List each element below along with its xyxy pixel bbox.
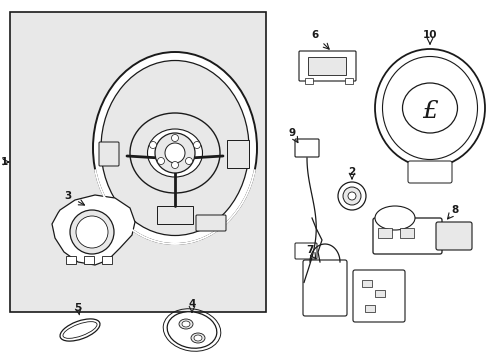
Ellipse shape <box>382 57 476 159</box>
Ellipse shape <box>374 49 484 167</box>
FancyBboxPatch shape <box>294 139 318 157</box>
FancyBboxPatch shape <box>298 51 355 81</box>
Circle shape <box>70 210 114 254</box>
Ellipse shape <box>167 312 216 348</box>
Ellipse shape <box>374 206 414 230</box>
Bar <box>226 140 248 168</box>
Text: 5: 5 <box>74 303 81 313</box>
FancyBboxPatch shape <box>294 243 316 259</box>
Ellipse shape <box>402 83 457 133</box>
Circle shape <box>171 135 178 141</box>
Text: 8: 8 <box>450 205 458 215</box>
Ellipse shape <box>182 321 190 327</box>
Bar <box>84 256 94 264</box>
Bar <box>10 12 265 312</box>
Text: 1: 1 <box>0 157 8 167</box>
Bar <box>374 290 384 297</box>
Bar <box>307 57 346 75</box>
Text: 7: 7 <box>305 245 313 255</box>
Circle shape <box>171 162 178 168</box>
Circle shape <box>185 158 192 165</box>
Ellipse shape <box>101 60 248 235</box>
Circle shape <box>76 216 108 248</box>
Bar <box>66 256 76 264</box>
FancyBboxPatch shape <box>99 142 119 166</box>
Circle shape <box>347 192 355 200</box>
Ellipse shape <box>130 113 220 193</box>
FancyBboxPatch shape <box>372 218 441 254</box>
FancyBboxPatch shape <box>196 215 225 231</box>
Ellipse shape <box>60 319 100 341</box>
Bar <box>345 78 352 84</box>
Text: 2: 2 <box>347 167 355 177</box>
Ellipse shape <box>179 319 193 329</box>
Circle shape <box>337 182 365 210</box>
Ellipse shape <box>194 335 202 341</box>
Polygon shape <box>52 195 135 265</box>
FancyBboxPatch shape <box>303 260 346 316</box>
FancyBboxPatch shape <box>407 161 451 183</box>
Text: £: £ <box>421 100 437 123</box>
Circle shape <box>193 141 200 148</box>
Bar <box>305 78 312 84</box>
Text: 6: 6 <box>311 30 318 40</box>
Text: 9: 9 <box>288 128 295 138</box>
Circle shape <box>342 187 360 205</box>
Text: 3: 3 <box>64 191 71 201</box>
Ellipse shape <box>93 52 257 244</box>
Text: 10: 10 <box>422 30 436 40</box>
Ellipse shape <box>63 321 97 338</box>
FancyBboxPatch shape <box>352 270 404 322</box>
Bar <box>399 228 413 238</box>
Circle shape <box>155 133 195 173</box>
Text: 4: 4 <box>188 299 195 309</box>
Circle shape <box>164 143 184 163</box>
Bar <box>102 256 112 264</box>
Bar <box>364 305 374 312</box>
Bar <box>361 280 371 287</box>
Ellipse shape <box>147 129 202 177</box>
Circle shape <box>149 141 156 148</box>
Circle shape <box>157 158 164 165</box>
Bar <box>377 228 391 238</box>
Bar <box>157 206 193 224</box>
FancyBboxPatch shape <box>435 222 471 250</box>
Ellipse shape <box>191 333 204 343</box>
